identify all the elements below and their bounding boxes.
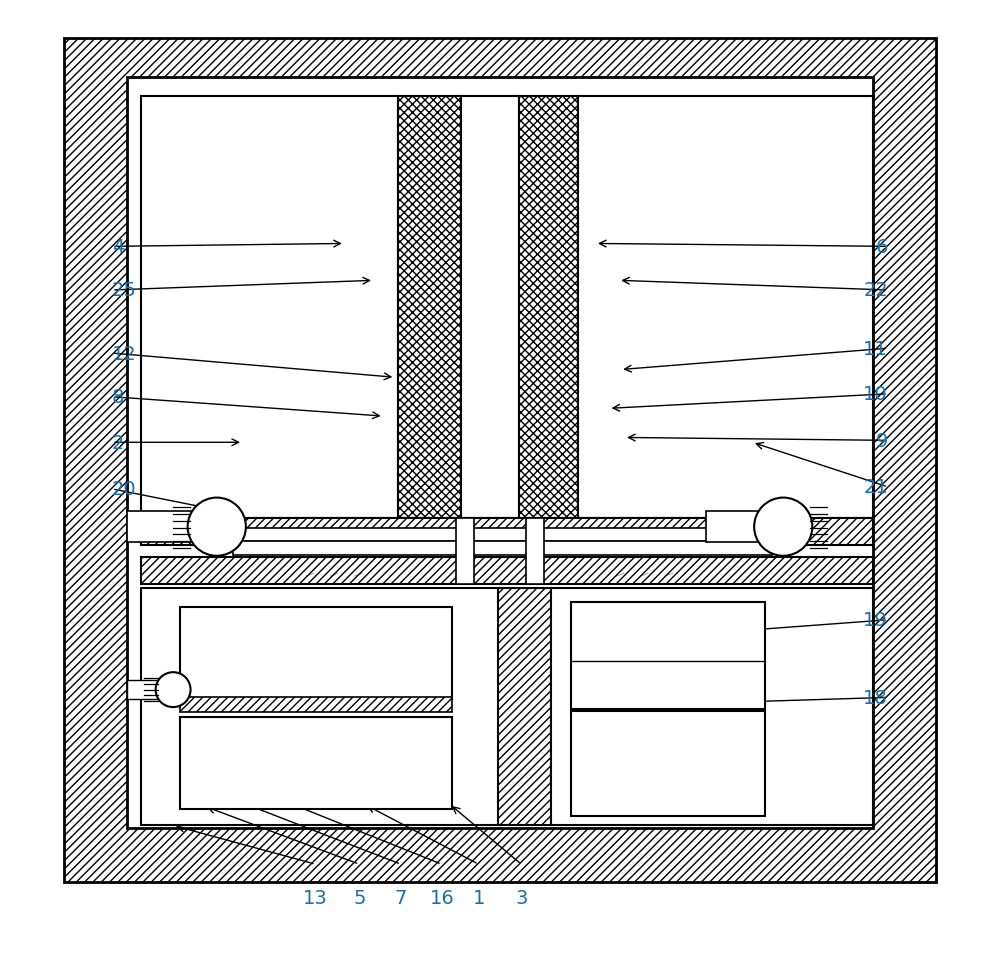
Bar bbox=[180, 698, 452, 712]
Bar bbox=[578, 97, 873, 518]
Text: 5: 5 bbox=[353, 889, 366, 908]
Text: 12: 12 bbox=[112, 344, 137, 363]
Text: 13: 13 bbox=[303, 889, 328, 908]
Text: 9: 9 bbox=[876, 431, 888, 451]
Bar bbox=[141, 557, 873, 584]
Bar bbox=[141, 97, 398, 518]
Text: 10: 10 bbox=[863, 385, 888, 404]
Bar bbox=[519, 97, 578, 518]
Text: 20: 20 bbox=[112, 480, 137, 499]
Text: 16: 16 bbox=[429, 889, 454, 908]
Circle shape bbox=[754, 498, 812, 556]
Circle shape bbox=[188, 498, 246, 556]
Text: 3: 3 bbox=[515, 889, 528, 908]
Text: 18: 18 bbox=[863, 688, 888, 707]
Text: 25: 25 bbox=[112, 281, 137, 300]
Bar bbox=[571, 711, 765, 816]
Bar bbox=[141, 588, 500, 826]
Bar bbox=[706, 512, 783, 543]
Text: 7: 7 bbox=[395, 889, 407, 908]
Bar bbox=[233, 542, 772, 555]
Bar bbox=[127, 78, 873, 828]
Bar bbox=[180, 717, 452, 809]
Bar bbox=[180, 608, 452, 700]
Bar bbox=[461, 97, 519, 518]
Text: 4: 4 bbox=[112, 237, 124, 257]
Bar bbox=[551, 588, 873, 826]
Bar bbox=[456, 518, 474, 584]
Text: 19: 19 bbox=[863, 610, 888, 630]
Text: 22: 22 bbox=[863, 281, 888, 300]
Bar bbox=[526, 518, 544, 584]
Bar bbox=[233, 528, 772, 542]
Bar bbox=[127, 512, 204, 543]
Text: 8: 8 bbox=[112, 388, 124, 407]
Bar bbox=[127, 680, 165, 700]
Bar bbox=[571, 603, 765, 709]
Text: 6: 6 bbox=[876, 237, 888, 257]
Bar bbox=[64, 39, 936, 882]
Text: 21: 21 bbox=[863, 478, 888, 497]
Bar bbox=[498, 588, 551, 826]
Text: 11: 11 bbox=[863, 339, 888, 359]
Circle shape bbox=[156, 672, 191, 707]
Bar bbox=[398, 97, 461, 518]
Bar bbox=[141, 518, 873, 546]
Text: 2: 2 bbox=[112, 433, 124, 453]
Text: 1: 1 bbox=[472, 889, 485, 908]
